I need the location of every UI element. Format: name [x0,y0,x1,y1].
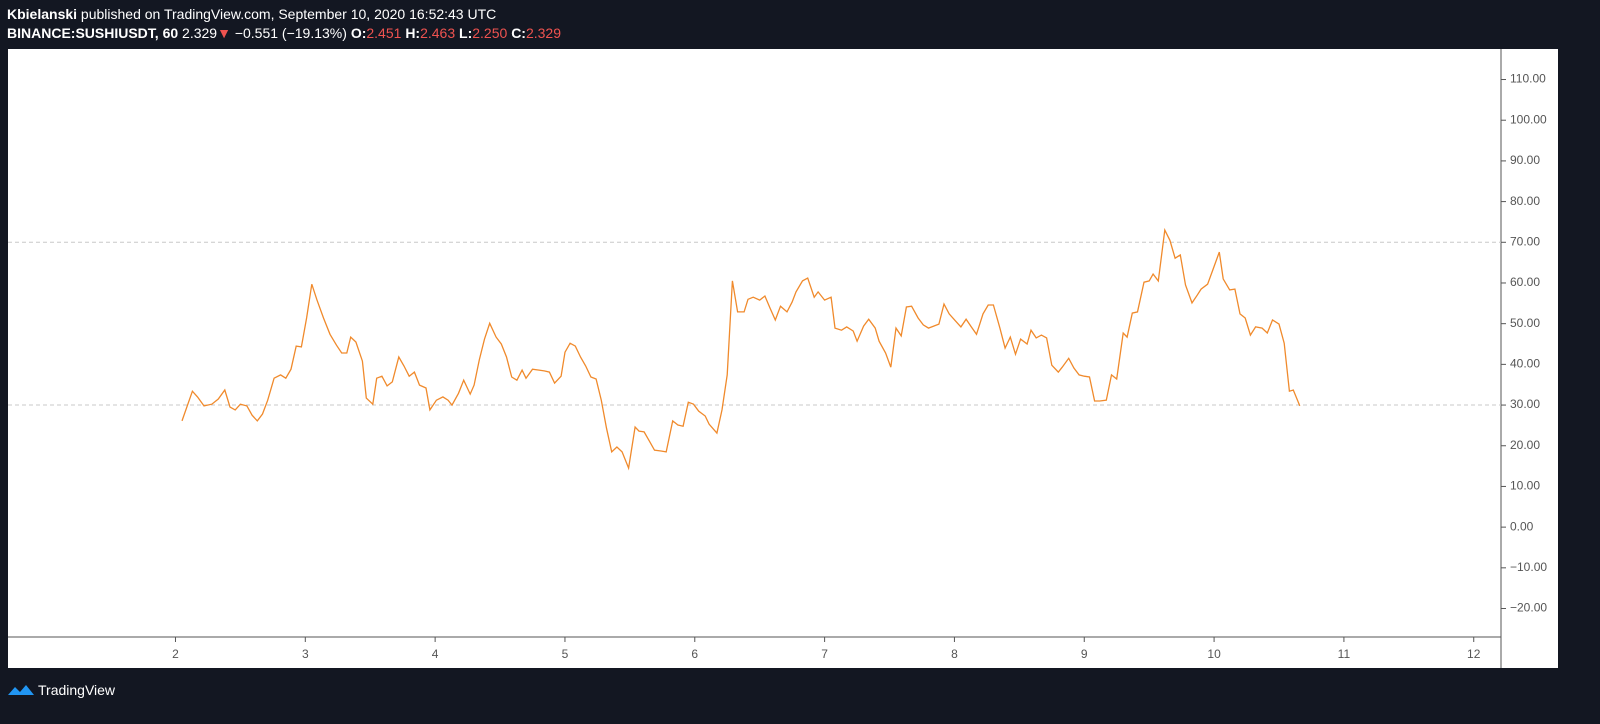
ohlc-label: O: [350,25,367,41]
footer: TradingView [7,682,115,698]
header-line: BINANCE:SUSHIUSDT, 60 2.329▼ −0.551 (−19… [7,25,561,41]
x-tick-label: 12 [1467,647,1481,661]
x-tick-label: 4 [432,647,439,661]
ohlc-value: 2.329 [525,25,562,41]
y-tick-label: −20.00 [1510,601,1547,615]
chart-panel [8,49,1558,668]
published-text: published on TradingView.com, September … [80,6,497,22]
y-tick-label: 10.00 [1510,479,1540,493]
y-tick-label: 60.00 [1510,275,1540,289]
x-tick-label: 3 [302,647,309,661]
ohlc-label: H: [405,25,421,41]
y-tick-label: −10.00 [1510,560,1547,574]
ohlc-value: 2.250 [472,25,508,41]
publisher: Kbielanski [7,6,78,22]
brand: TradingView [38,682,116,698]
ohlc-label: L: [459,25,473,41]
down-arrow: ▼ [217,25,231,41]
x-tick-label: 11 [1338,647,1351,661]
last-price: 2.329 [182,25,218,41]
y-tick-label: 0.00 [1510,519,1534,533]
ohlc-label: C: [511,25,526,41]
y-tick-label: 20.00 [1510,438,1540,452]
y-tick-label: 50.00 [1510,316,1540,330]
x-tick-label: 7 [821,647,828,661]
y-tick-label: 30.00 [1510,397,1540,411]
y-tick-label: 40.00 [1510,357,1540,371]
header-line: Kbielanski published on TradingView.com,… [7,6,496,22]
logo [8,685,34,695]
y-tick-label: 100.00 [1510,112,1547,126]
y-tick-label: 80.00 [1510,194,1540,208]
x-tick-label: 2 [172,647,179,661]
line [181,227,1301,471]
y-tick-label: 110.00 [1510,72,1546,86]
x-tick-label: 9 [1081,647,1088,661]
x-tick-label: 10 [1207,647,1221,661]
ohlc-value: 2.451 [366,25,402,41]
y-tick-label: 90.00 [1510,153,1540,167]
ohlc-value: 2.463 [420,25,456,41]
change: −0.551 (−19.13%) [234,25,347,41]
x-tick-label: 6 [691,647,698,661]
symbol: BINANCE:SUSHIUSDT, 60 [7,25,179,41]
y-tick-label: 70.00 [1510,234,1540,248]
chart: 110.00100.0090.0080.0070.0060.0050.0040.… [8,49,1558,668]
x-tick-label: 8 [951,647,958,661]
x-tick-label: 5 [562,647,569,661]
